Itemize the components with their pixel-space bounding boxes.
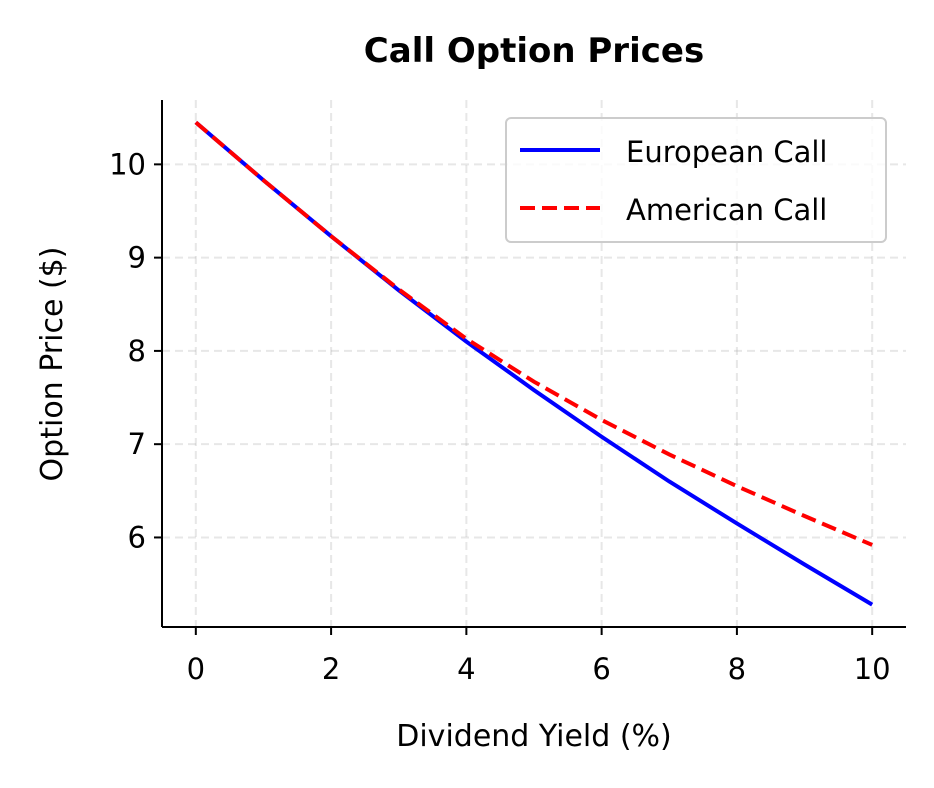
series-lines [194, 120, 874, 607]
x-tick-label: 6 [592, 652, 610, 686]
x-tick-label: 0 [187, 652, 205, 686]
x-tick-label: 2 [322, 652, 340, 686]
legend-box [505, 117, 887, 243]
y-tick-label: 8 [128, 334, 146, 368]
axes [161, 100, 906, 628]
legend: European Call American Call [505, 117, 887, 243]
x-tick-label: 4 [457, 652, 475, 686]
x-axis-label: Dividend Yield (%) [396, 719, 672, 754]
y-axis-label: Option Price ($) [35, 247, 70, 482]
y-tick-label: 9 [128, 241, 146, 275]
ticks: 0 2 4 6 8 10 6 7 8 9 10 [109, 147, 891, 686]
y-tick-label: 10 [109, 147, 146, 181]
y-tick-label: 6 [128, 520, 146, 554]
x-tick-label: 10 [854, 652, 891, 686]
legend-label-american: American Call [626, 193, 827, 227]
series-line-european [194, 120, 874, 607]
x-tick-label: 8 [728, 652, 746, 686]
series-line-american [194, 120, 873, 547]
chart-title: Call Option Prices [364, 31, 704, 71]
legend-label-european: European Call [626, 135, 828, 169]
y-tick-label: 7 [128, 427, 146, 461]
